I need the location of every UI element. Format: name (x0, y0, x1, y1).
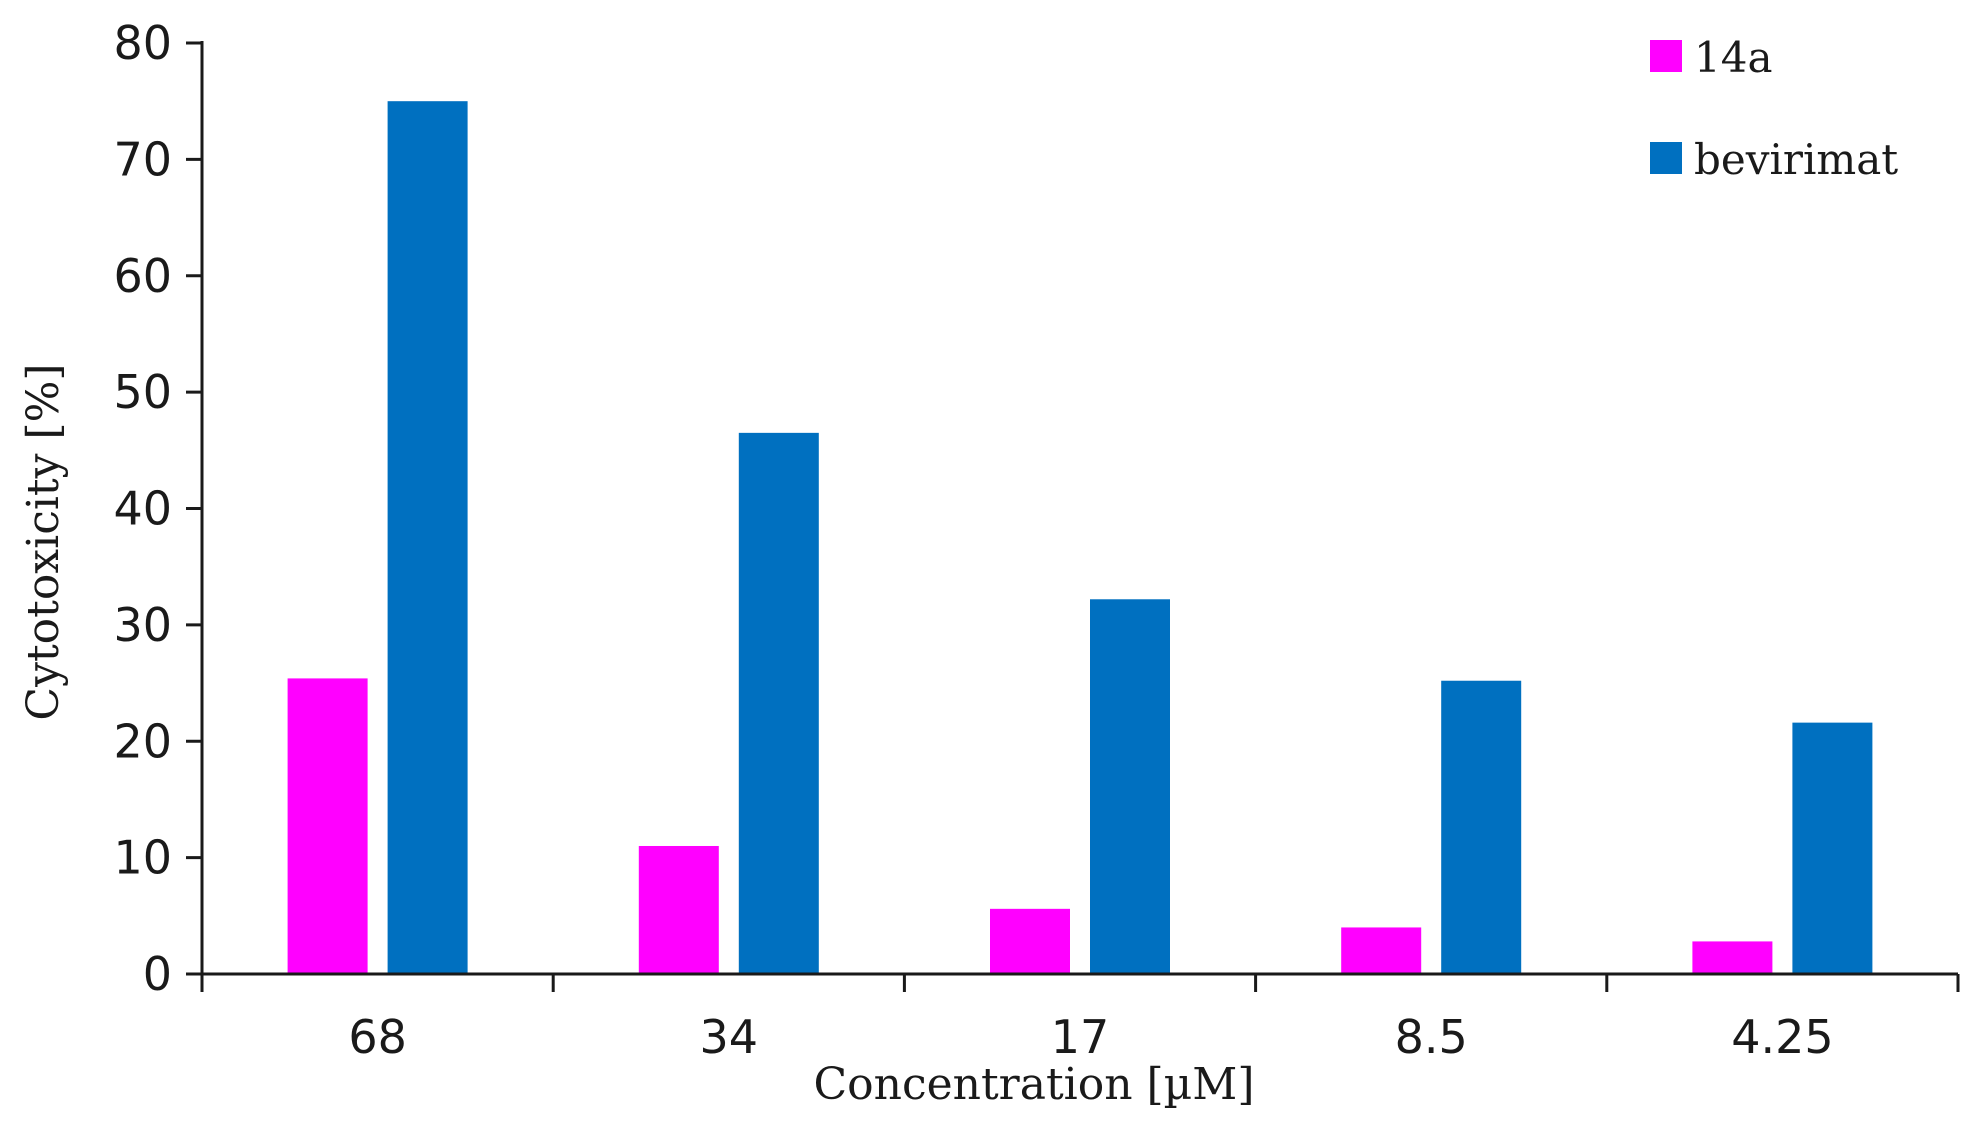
x-tick-label: 68 (348, 1010, 407, 1064)
x-axis-title: Concentration [µM] (813, 1059, 1254, 1110)
y-axis-title: Cytotoxicity [%] (18, 363, 69, 720)
x-tick-label: 34 (700, 1010, 759, 1064)
y-tick-label: 60 (113, 249, 172, 303)
x-tick-label: 4.25 (1731, 1010, 1833, 1064)
y-tick-label: 0 (143, 947, 172, 1001)
legend-swatch-bevirimat (1650, 142, 1682, 174)
legend-label-bevirimat: bevirimat (1694, 135, 1898, 184)
bar-bevirimat-8.5 (1441, 680, 1522, 974)
bar-14a-8.5 (1341, 927, 1422, 974)
bar-bevirimat-4.25 (1792, 722, 1873, 974)
axes-group: 0 10 20 30 40 50 60 70 80 68 34 17 8.5 4.25 (113, 16, 1960, 1064)
bar-14a-17 (990, 908, 1070, 974)
y-tick-label: 70 (113, 132, 172, 186)
x-tick-label: 17 (1051, 1010, 1110, 1064)
bar-14a-4.25 (1692, 941, 1773, 974)
bar-bevirimat-34 (738, 432, 819, 974)
legend-label-14a: 14a (1694, 33, 1772, 82)
legend: 14a bevirimat (1650, 33, 1898, 184)
y-tick-label: 30 (113, 598, 172, 652)
y-tick-label: 80 (113, 16, 172, 70)
legend-swatch-14a (1650, 40, 1682, 72)
y-tick-label: 40 (113, 482, 172, 536)
bar-14a-34 (638, 845, 719, 974)
y-tick-label: 50 (113, 365, 172, 419)
y-tick-label: 10 (113, 831, 172, 885)
bars-group (287, 101, 1873, 974)
bar-bevirimat-17 (1090, 599, 1170, 974)
y-tick-label: 20 (113, 714, 172, 768)
bar-bevirimat-68 (387, 101, 468, 974)
bar-14a-68 (287, 678, 368, 974)
x-tick-label: 8.5 (1395, 1010, 1468, 1064)
